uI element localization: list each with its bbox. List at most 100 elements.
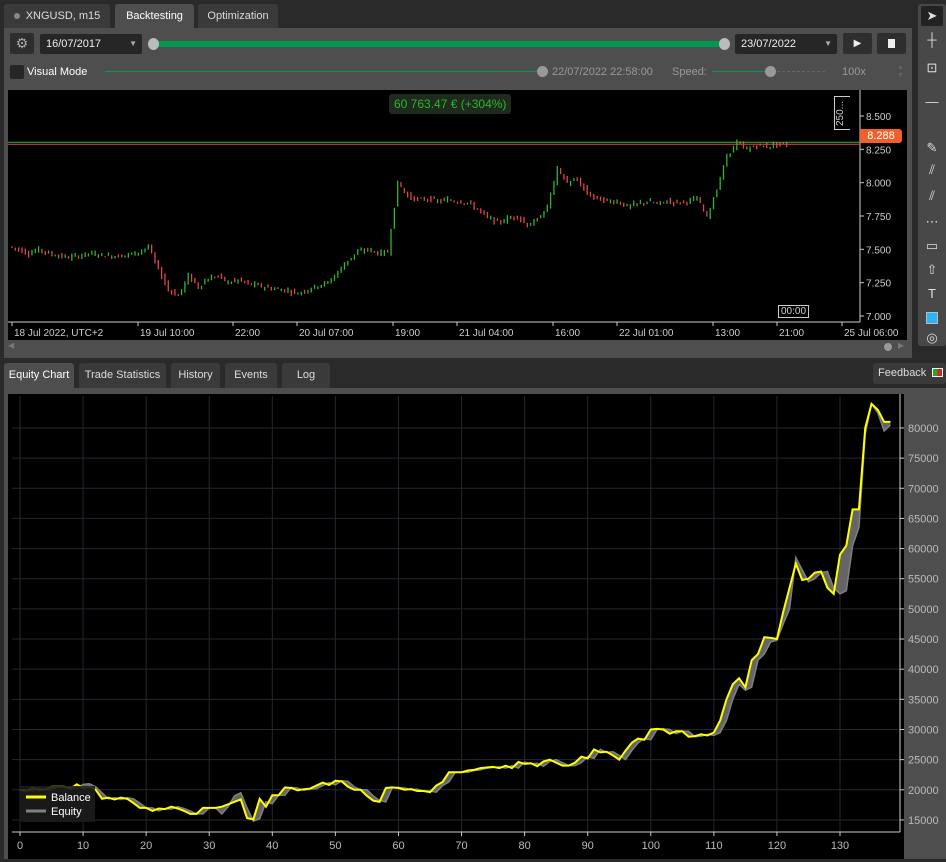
y-tick-label: 75000: [908, 453, 939, 465]
scroll-left-icon[interactable]: ◀: [8, 341, 15, 350]
y-tick-label: 40000: [908, 664, 939, 676]
camera-icon[interactable]: ◎: [926, 330, 938, 345]
tab-trade-statistics[interactable]: Trade Statistics: [79, 363, 166, 388]
speed-label: Speed:: [672, 66, 707, 78]
play-icon: ▶: [853, 38, 862, 49]
status-dot-icon: [13, 13, 20, 19]
feedback-label: Feedback: [878, 367, 927, 379]
price-chart[interactable]: 8.500 8.250 8.000 7.750 7.500 7.250 7.000 18 Ju…: [8, 90, 907, 340]
price-chart-svg: 8.500 8.250 8.000 7.750 7.500 7.250 7.000 18 Ju…: [8, 90, 899, 339]
tab-log[interactable]: Log: [282, 363, 330, 388]
tab-label: Log: [296, 369, 316, 381]
price-tick-label: 7.500: [866, 245, 891, 256]
scroll-right-icon[interactable]: ▶: [898, 341, 905, 350]
tab-optimization[interactable]: Optimization: [198, 4, 278, 29]
rectangle-icon[interactable]: ▭: [925, 238, 939, 253]
visual-mode-label: Visual Mode: [27, 66, 88, 78]
fibonacci-icon[interactable]: ⫽: [929, 162, 935, 177]
pencil-icon[interactable]: ✎: [926, 140, 938, 155]
equity-chart: 0 10 20 30 40 50 60 70 80 90 100 110 120 130 15000 2000…: [8, 394, 939, 859]
speed-spinner[interactable]: ▲ ▼: [897, 64, 904, 79]
cursor-time-label: 00:00: [778, 305, 810, 318]
x-tick-label: 120: [768, 840, 786, 852]
x-tick-label: 70: [455, 840, 467, 852]
feedback-button[interactable]: Feedback: [873, 363, 946, 384]
time-tick-label: 22 Jul 01:00: [619, 328, 674, 339]
speed-track-filled: [712, 71, 767, 72]
start-date-picker[interactable]: 16/07/2017 ▼: [40, 34, 142, 54]
crosshair-icon[interactable]: ┼: [927, 32, 937, 47]
gear-icon: ⚙: [15, 35, 29, 51]
speed-track: [772, 71, 825, 72]
zoom-icon[interactable]: ⊡: [926, 60, 938, 75]
y-tick-label: 25000: [908, 755, 939, 767]
time-tick-label: 16:00: [555, 328, 580, 339]
visual-progress-fill: [105, 71, 542, 72]
x-tick-label: 50: [329, 840, 341, 852]
arrow-up-icon[interactable]: ⇧: [926, 262, 938, 277]
settings-button[interactable]: ⚙: [10, 33, 34, 54]
plot-background: [8, 394, 904, 859]
play-button[interactable]: ▶: [843, 33, 872, 54]
tab-backtesting[interactable]: Backtesting: [115, 4, 194, 29]
cursor-icon[interactable]: ➤: [921, 6, 943, 26]
date-range-slider[interactable]: [148, 38, 730, 50]
x-tick-label: 110: [705, 840, 723, 852]
y-tick-label: 70000: [908, 483, 939, 495]
y-tick-label: 15000: [908, 815, 939, 827]
price-tick-label: 8.500: [866, 112, 891, 123]
x-tick-label: 60: [392, 840, 404, 852]
stop-icon: [888, 39, 895, 48]
color-swatch-icon[interactable]: [921, 308, 943, 328]
equity-panel: 0 10 20 30 40 50 60 70 80 90 100 110 120 130 15000 2000…: [4, 388, 946, 859]
x-tick-label: 0: [17, 840, 23, 852]
tab-symbol-label: XNGUSD, m15: [25, 10, 101, 22]
speed-slider[interactable]: [712, 66, 825, 78]
fibonacci-grid-icon[interactable]: ⋯: [925, 214, 939, 229]
tab-equity-chart[interactable]: Equity Chart: [4, 363, 74, 388]
y-tick-label: 80000: [908, 423, 939, 435]
y-tick-label: 50000: [908, 604, 939, 616]
visual-progress-slider[interactable]: [105, 66, 548, 78]
legend-label-balance: Balance: [51, 792, 91, 804]
drawing-toolbar: ➤ ┼ ⊡ — ✎ ⫽ ⫽ ⋯ ▭ ⇧ T ◎: [918, 4, 946, 346]
end-date-value: 23/07/2022: [741, 38, 797, 50]
tab-label: Trade Statistics: [84, 369, 161, 381]
speed-value: 100x: [842, 66, 866, 78]
tab-events[interactable]: Events: [225, 363, 277, 388]
end-date-picker[interactable]: 23/07/2022 ▼: [735, 34, 837, 54]
chevron-down-icon: ▼: [129, 39, 137, 48]
channel-icon[interactable]: ⫽: [929, 188, 935, 203]
scroll-thumb[interactable]: [884, 343, 892, 351]
stop-button[interactable]: [877, 33, 906, 54]
range-end-handle[interactable]: [719, 38, 730, 50]
x-tick-label: 40: [266, 840, 278, 852]
tab-symbol[interactable]: XNGUSD, m15: [4, 4, 110, 29]
y-tick-label: 45000: [908, 634, 939, 646]
current-price-tag: 8.288: [860, 129, 902, 143]
start-date-value: 16/07/2017: [46, 38, 102, 50]
x-tick-label: 20: [140, 840, 152, 852]
range-start-handle[interactable]: [148, 38, 159, 50]
x-tick-label: 80: [518, 840, 530, 852]
legend: Balance Equity: [20, 786, 95, 822]
price-tick-label: 7.000: [866, 312, 891, 323]
text-icon[interactable]: T: [928, 286, 936, 301]
time-tick-label: 21:00: [779, 328, 804, 339]
balance-line: [19, 401, 891, 821]
date-range-fill: [152, 41, 725, 47]
tab-history[interactable]: History: [171, 363, 220, 388]
visual-mode-checkbox[interactable]: [10, 65, 24, 79]
tab-optimization-label: Optimization: [207, 10, 269, 22]
profit-badge: 60 763.47 € (+304%): [389, 94, 512, 114]
tab-label: Equity Chart: [8, 369, 70, 381]
visual-progress-handle[interactable]: [537, 66, 548, 77]
speed-handle[interactable]: [765, 66, 776, 77]
time-tick-label: 19:00: [395, 328, 420, 339]
horizontal-line-icon[interactable]: —: [925, 94, 939, 109]
horizontal-scrollbar[interactable]: ◀ ▶: [8, 341, 907, 353]
time-tick-label: 22:00: [235, 328, 260, 339]
time-tick-label: 13:00: [715, 328, 740, 339]
tab-backtesting-label: Backtesting: [126, 10, 183, 22]
y-tick-label: 60000: [908, 544, 939, 556]
